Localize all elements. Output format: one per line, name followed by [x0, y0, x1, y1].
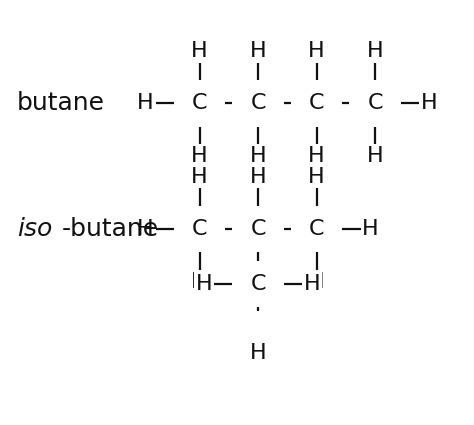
- Text: -butane: -butane: [62, 217, 159, 241]
- Text: H: H: [191, 272, 208, 292]
- Text: H: H: [250, 41, 266, 61]
- Text: H: H: [362, 219, 379, 239]
- Text: H: H: [191, 146, 208, 166]
- Text: H: H: [304, 274, 320, 294]
- Text: H: H: [137, 219, 154, 239]
- Text: H: H: [250, 343, 266, 363]
- Text: C: C: [192, 94, 207, 113]
- Text: H: H: [367, 41, 383, 61]
- Text: iso: iso: [17, 217, 52, 241]
- Text: H: H: [191, 41, 208, 61]
- Text: H: H: [308, 272, 325, 292]
- Text: H: H: [191, 167, 208, 187]
- Text: C: C: [309, 94, 324, 113]
- Text: H: H: [250, 146, 266, 166]
- Text: C: C: [192, 219, 207, 239]
- Text: H: H: [196, 274, 212, 294]
- Text: C: C: [367, 94, 383, 113]
- Text: C: C: [250, 94, 266, 113]
- Text: H: H: [137, 94, 154, 113]
- Text: C: C: [250, 274, 266, 294]
- Text: H: H: [421, 94, 438, 113]
- Text: H: H: [250, 167, 266, 187]
- Text: C: C: [309, 219, 324, 239]
- Text: C: C: [250, 219, 266, 239]
- Text: H: H: [308, 41, 325, 61]
- Text: H: H: [367, 146, 383, 166]
- Text: butane: butane: [17, 91, 105, 116]
- Text: H: H: [308, 146, 325, 166]
- Text: H: H: [308, 167, 325, 187]
